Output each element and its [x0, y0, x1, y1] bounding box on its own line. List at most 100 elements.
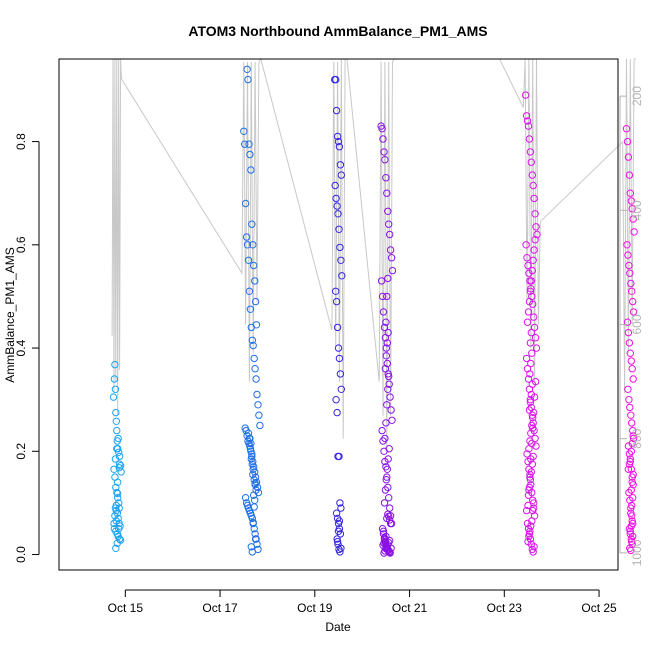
data-point [525, 135, 534, 143]
points-layer [109, 65, 638, 557]
data-point [113, 426, 121, 435]
data-point [113, 445, 121, 453]
data-point [251, 535, 260, 543]
data-point [628, 419, 636, 427]
data-point [529, 452, 537, 461]
data-point [382, 545, 390, 553]
data-point [530, 393, 539, 401]
data-point [525, 486, 533, 494]
data-point [112, 544, 120, 552]
data-point [111, 455, 120, 463]
y-axis-label: AmmBalance_PM1_AMS [3, 247, 17, 382]
data-point [522, 354, 531, 363]
data-point [336, 370, 345, 378]
data-point [110, 519, 118, 528]
data-point [337, 385, 345, 393]
data-point [377, 277, 386, 285]
data-point [241, 140, 249, 148]
data-point [626, 403, 634, 412]
data-point [525, 297, 534, 306]
data-point [332, 396, 340, 404]
data-point [526, 473, 534, 481]
data-point [629, 426, 637, 435]
data-point [250, 503, 258, 511]
data-point [382, 174, 390, 182]
data-point [112, 517, 121, 525]
data-point [117, 468, 125, 476]
data-point [332, 297, 341, 306]
data-point [524, 491, 533, 499]
data-point [112, 417, 121, 425]
data-point [384, 274, 392, 283]
data-point [529, 424, 537, 432]
data-point [386, 519, 395, 528]
data-point [385, 445, 393, 453]
data-point [530, 313, 538, 321]
data-point [111, 512, 119, 520]
data-point [624, 385, 632, 393]
y-tick-label: 0.6 [14, 236, 28, 253]
data-point [249, 465, 257, 473]
data-point [241, 494, 250, 502]
x-tick-label: Oct 15 [108, 601, 144, 615]
data-point [382, 476, 390, 484]
data-point [336, 161, 345, 169]
data-point [333, 132, 342, 141]
data-point [114, 434, 122, 443]
data-point [526, 370, 534, 378]
data-point [530, 323, 539, 332]
data-point [530, 543, 538, 551]
data-point [625, 339, 634, 347]
data-point [625, 488, 633, 497]
data-point [627, 465, 635, 473]
data-point [113, 539, 122, 547]
series-3 [331, 75, 346, 556]
x-axis: Oct 15 Oct 17 Oct 19 Oct 21 Oct 23 Oct 25 [108, 589, 617, 615]
data-point [247, 543, 256, 551]
data-point [526, 476, 535, 484]
data-point [527, 328, 535, 337]
data-point [627, 197, 635, 205]
y-axis: 0.0 0.2 0.4 0.6 0.8 [14, 133, 40, 563]
data-point [385, 380, 393, 388]
data-point [251, 365, 259, 373]
data-point [629, 494, 637, 502]
data-point [522, 241, 530, 249]
data-point [528, 171, 536, 179]
data-point [333, 202, 341, 210]
data-point [244, 429, 253, 437]
data-point [244, 75, 252, 84]
y-axis-right: 200 400 600 800 1000 [619, 86, 644, 566]
data-point [246, 445, 255, 453]
data-point [247, 166, 255, 174]
data-point [388, 416, 396, 424]
data-point [386, 393, 394, 401]
data-point [255, 411, 263, 419]
data-point [254, 401, 262, 409]
data-point [530, 408, 538, 417]
data-point [526, 287, 535, 295]
data-point [251, 277, 259, 285]
data-point [248, 452, 256, 461]
data-point [628, 365, 636, 373]
data-point [524, 122, 533, 130]
data-point [250, 261, 258, 270]
data-point [629, 308, 638, 316]
data-point [529, 414, 537, 422]
data-point [115, 448, 123, 456]
data-point [248, 336, 257, 344]
data-point [331, 181, 339, 190]
data-point [245, 287, 254, 295]
data-point [624, 251, 632, 259]
data-point [247, 439, 255, 448]
data-point [334, 344, 343, 352]
data-point [527, 277, 535, 285]
data-point [334, 527, 343, 535]
data-point [522, 112, 531, 120]
data-point [523, 254, 531, 262]
data-point [336, 499, 344, 507]
data-point [384, 455, 392, 463]
data-point [382, 419, 390, 427]
data-point [522, 506, 531, 515]
